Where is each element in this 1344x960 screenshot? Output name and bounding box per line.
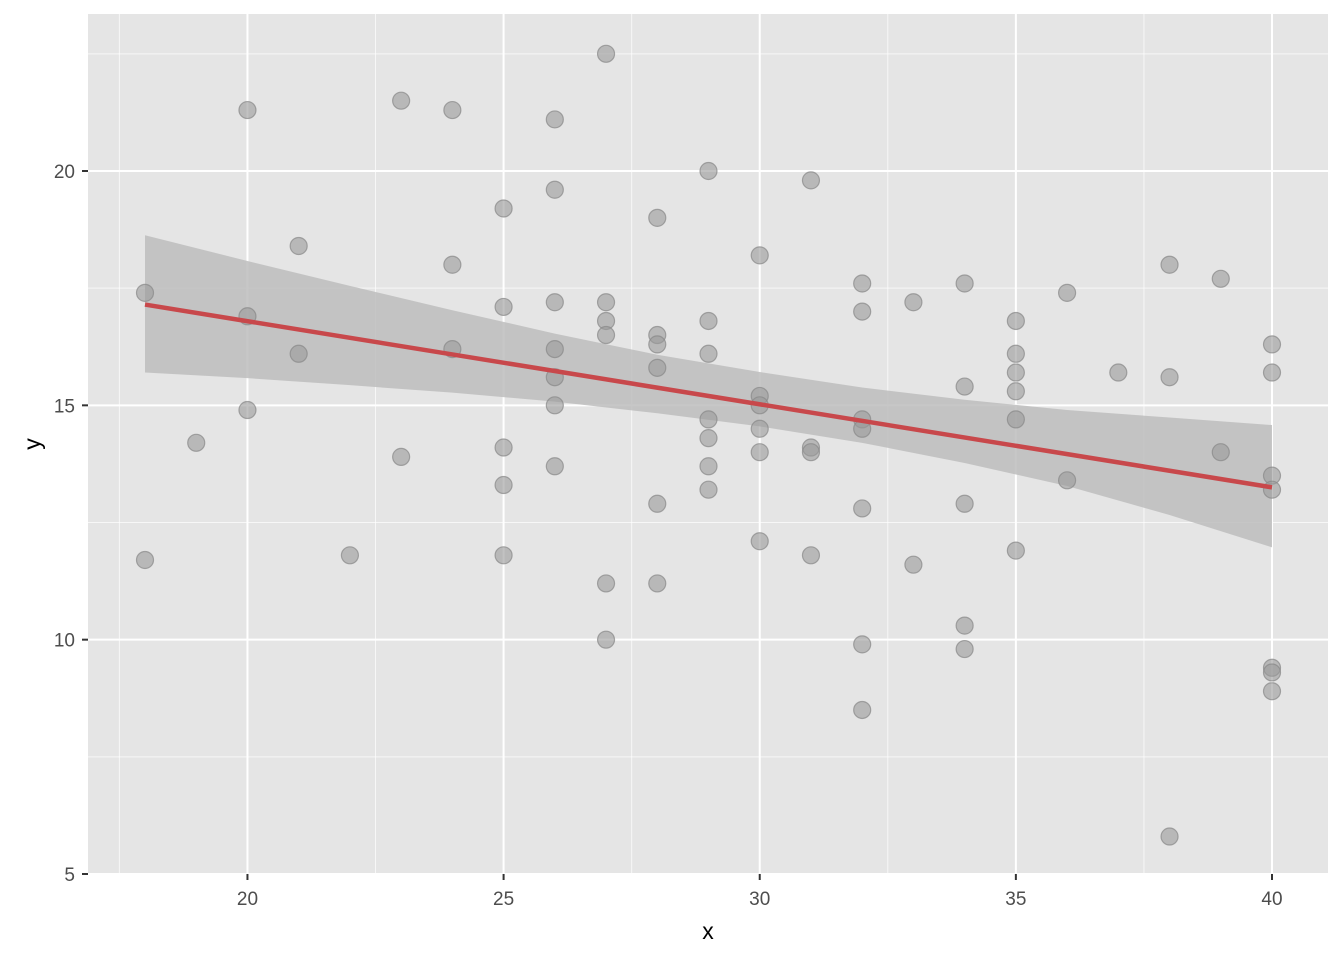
data-point	[545, 180, 564, 199]
y-tick-label: 15	[54, 396, 75, 417]
data-point	[1057, 283, 1077, 302]
data-point	[289, 236, 308, 256]
data-point	[853, 635, 872, 654]
data-point	[596, 325, 616, 345]
data-point	[699, 344, 718, 363]
data-point	[545, 110, 564, 129]
data-point	[494, 546, 513, 565]
data-point	[801, 171, 821, 190]
data-point	[135, 283, 155, 302]
data-point	[853, 302, 872, 321]
data-point	[1057, 471, 1077, 490]
x-tick-label: 40	[1261, 889, 1282, 910]
data-point	[904, 293, 923, 312]
data-point	[494, 438, 513, 457]
confidence-band	[145, 235, 1272, 548]
data-point	[648, 208, 667, 227]
y-axis-title: y	[19, 438, 45, 450]
data-point	[1109, 363, 1128, 382]
data-point	[187, 433, 206, 452]
data-point	[853, 700, 872, 720]
data-point	[699, 161, 718, 181]
regression-line	[144, 302, 1273, 490]
data-point	[596, 630, 616, 649]
data-point	[392, 91, 411, 110]
data-point	[1006, 382, 1025, 401]
data-point	[648, 358, 667, 377]
data-point	[545, 293, 564, 312]
x-axis-title: x	[702, 918, 714, 944]
data-point	[135, 550, 155, 570]
data-point	[596, 293, 616, 312]
data-point	[443, 100, 462, 120]
data-point	[750, 443, 769, 462]
data-point	[494, 199, 513, 218]
data-point	[238, 400, 257, 420]
data-point	[1262, 363, 1282, 382]
data-point	[1006, 311, 1025, 331]
data-point	[494, 475, 513, 495]
x-axis-ticks: 20 25 30 35 40	[237, 874, 1283, 910]
data-point	[699, 311, 718, 331]
data-point	[545, 339, 564, 359]
data-point	[955, 639, 974, 659]
data-point	[1262, 682, 1282, 701]
data-point	[1160, 255, 1179, 274]
data-point	[340, 546, 360, 565]
data-point	[1160, 368, 1179, 387]
data-point	[392, 447, 411, 466]
data-point	[1262, 480, 1282, 499]
y-axis-ticks: 5 10 15 20	[54, 162, 88, 886]
data-point	[1262, 663, 1282, 682]
data-point	[1211, 269, 1230, 288]
data-point	[699, 429, 718, 448]
data-point	[545, 396, 564, 415]
data-point	[289, 344, 308, 363]
data-point	[904, 555, 923, 574]
data-point	[648, 494, 667, 513]
data-point	[443, 255, 462, 274]
x-tick-label: 30	[749, 889, 770, 910]
data-point	[750, 419, 769, 438]
data-point	[955, 616, 974, 635]
y-tick-label: 10	[54, 631, 75, 652]
data-point	[1006, 363, 1025, 382]
data-points	[135, 44, 1282, 846]
data-point	[596, 44, 616, 63]
data-point	[750, 246, 769, 265]
y-tick-label: 20	[54, 162, 75, 183]
data-point	[1262, 335, 1282, 354]
data-point	[1006, 410, 1025, 429]
data-point	[801, 546, 821, 565]
data-point	[238, 100, 257, 120]
data-point	[699, 457, 718, 476]
data-point	[955, 274, 974, 293]
data-point	[699, 410, 718, 429]
data-point	[1211, 443, 1230, 462]
data-point	[955, 377, 974, 396]
data-point	[853, 499, 872, 518]
data-point	[699, 480, 718, 499]
x-tick-label: 25	[493, 889, 514, 910]
data-point	[1160, 827, 1179, 846]
data-point	[801, 443, 821, 462]
x-tick-label: 35	[1005, 889, 1026, 910]
data-point	[955, 494, 974, 513]
data-point	[596, 574, 616, 593]
x-tick-label: 20	[237, 889, 258, 910]
data-point	[750, 532, 769, 551]
data-point	[648, 335, 667, 354]
data-point	[545, 457, 564, 476]
data-point	[853, 274, 872, 293]
data-point	[1006, 344, 1025, 363]
y-tick-label: 5	[64, 865, 75, 886]
data-point	[648, 574, 667, 593]
data-point	[494, 297, 513, 317]
data-point	[1006, 541, 1025, 560]
